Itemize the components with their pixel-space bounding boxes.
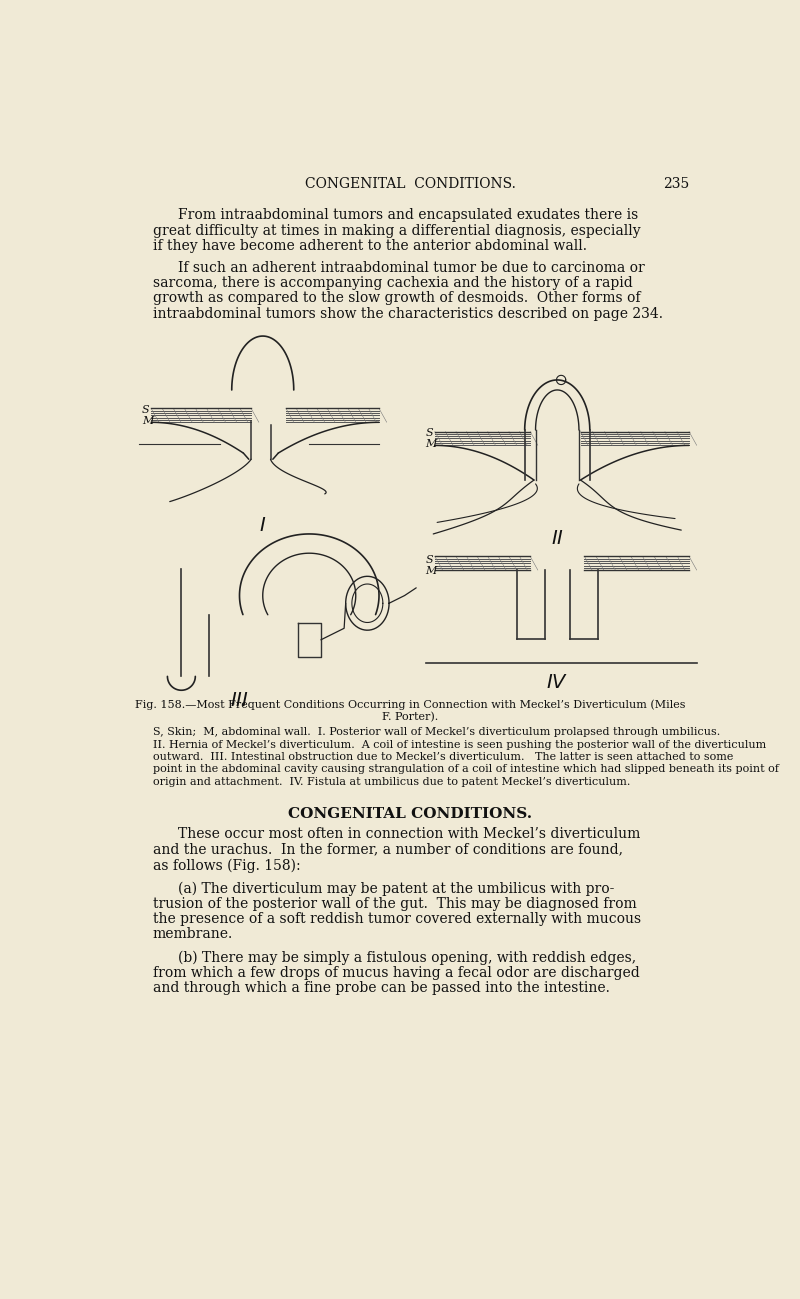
Text: point in the abdominal cavity causing strangulation of a coil of intestine which: point in the abdominal cavity causing st… [153, 764, 778, 774]
Text: if they have become adherent to the anterior abdominal wall.: if they have become adherent to the ante… [153, 239, 586, 253]
Text: origin and attachment.  IV. Fistula at umbilicus due to patent Meckel’s divertic: origin and attachment. IV. Fistula at um… [153, 777, 630, 786]
Text: and through which a fine probe can be passed into the intestine.: and through which a fine probe can be pa… [153, 981, 610, 995]
Text: $IV$: $IV$ [546, 674, 568, 692]
Text: 235: 235 [662, 178, 689, 191]
Text: S, Skin;  M, abdominal wall.  I. Posterior wall of Meckel’s diverticulum prolaps: S, Skin; M, abdominal wall. I. Posterior… [153, 727, 720, 738]
Text: (a) The diverticulum may be patent at the umbilicus with pro-: (a) The diverticulum may be patent at th… [178, 881, 614, 895]
Text: (b) There may be simply a fistulous opening, with reddish edges,: (b) There may be simply a fistulous open… [178, 951, 636, 965]
Text: Fig. 158.—Most Frequent Conditions Occurring in Connection with Meckel’s Diverti: Fig. 158.—Most Frequent Conditions Occur… [134, 699, 686, 711]
Text: If such an adherent intraabdominal tumor be due to carcinoma or: If such an adherent intraabdominal tumor… [178, 261, 644, 274]
Text: F. Porter).: F. Porter). [382, 712, 438, 722]
Text: CONGENITAL  CONDITIONS.: CONGENITAL CONDITIONS. [305, 178, 515, 191]
Text: intraabdominal tumors show the characteristics described on page 234.: intraabdominal tumors show the character… [153, 307, 662, 321]
Text: M: M [142, 416, 154, 426]
Text: the presence of a soft reddish tumor covered externally with mucous: the presence of a soft reddish tumor cov… [153, 912, 641, 926]
Text: S: S [142, 405, 150, 416]
Text: trusion of the posterior wall of the gut.  This may be diagnosed from: trusion of the posterior wall of the gut… [153, 896, 637, 911]
Text: and the urachus.  In the former, a number of conditions are found,: and the urachus. In the former, a number… [153, 843, 622, 857]
Text: From intraabdominal tumors and encapsulated exudates there is: From intraabdominal tumors and encapsula… [178, 208, 638, 222]
Text: membrane.: membrane. [153, 927, 233, 942]
Text: II. Hernia of Meckel’s diverticulum.  A coil of intestine is seen pushing the po: II. Hernia of Meckel’s diverticulum. A c… [153, 739, 766, 750]
Text: $I$: $I$ [259, 517, 266, 535]
Text: M: M [426, 565, 437, 575]
Text: from which a few drops of mucus having a fecal odor are discharged: from which a few drops of mucus having a… [153, 966, 639, 979]
Text: sarcoma, there is accompanying cachexia and the history of a rapid: sarcoma, there is accompanying cachexia … [153, 275, 633, 290]
Text: great difficulty at times in making a differential diagnosis, especially: great difficulty at times in making a di… [153, 223, 640, 238]
Text: S: S [426, 429, 433, 439]
Text: outward.  III. Intestinal obstruction due to Meckel’s diverticulum.   The latter: outward. III. Intestinal obstruction due… [153, 752, 733, 761]
Text: S: S [426, 555, 433, 565]
Text: CONGENITAL CONDITIONS.: CONGENITAL CONDITIONS. [288, 807, 532, 821]
Text: These occur most often in connection with Meckel’s diverticulum: These occur most often in connection wit… [178, 827, 640, 842]
Text: growth as compared to the slow growth of desmoids.  Other forms of: growth as compared to the slow growth of… [153, 291, 640, 305]
Text: as follows (Fig. 158):: as follows (Fig. 158): [153, 859, 300, 873]
Text: M: M [426, 439, 437, 449]
Text: $II$: $II$ [550, 530, 564, 548]
Text: $III$: $III$ [230, 692, 249, 709]
